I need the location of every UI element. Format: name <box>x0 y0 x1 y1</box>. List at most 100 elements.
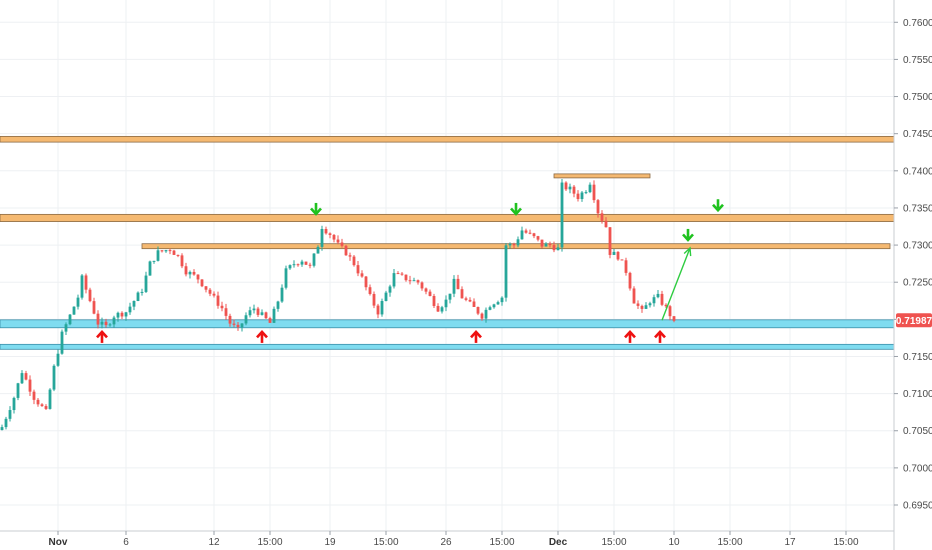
candle-body <box>0 427 4 430</box>
candle-body <box>252 308 256 311</box>
candle-body <box>128 306 132 313</box>
candle-body <box>660 293 664 305</box>
candle-body <box>284 268 288 288</box>
candle-body <box>12 397 16 411</box>
candle-body <box>160 250 164 252</box>
candle-body <box>336 239 340 243</box>
time-axis-tick-label: 15:00 <box>717 537 742 548</box>
candle-body <box>292 264 296 266</box>
candle-body <box>236 324 240 328</box>
candle-body <box>580 192 584 200</box>
candle-body <box>504 245 508 298</box>
candle-body <box>272 308 276 323</box>
candle-body <box>256 308 260 315</box>
arrow-up-icon-head <box>654 329 666 339</box>
candle-body <box>652 297 656 304</box>
candle-body <box>400 273 404 275</box>
candle-body <box>120 312 124 317</box>
candle-body <box>532 233 536 237</box>
candle-body <box>560 182 564 248</box>
time-axis-tick-label: 15:00 <box>489 537 514 548</box>
candle-body <box>484 309 488 319</box>
candle-body <box>180 255 184 267</box>
candle-body <box>608 227 612 255</box>
candle-body <box>444 299 448 308</box>
candle-body <box>376 305 380 315</box>
candle-body <box>540 239 544 247</box>
arrow-down-icon <box>682 228 694 242</box>
candle-body <box>632 288 636 304</box>
candle-body <box>360 273 364 277</box>
candle-body <box>564 182 568 190</box>
time-axis-tick-label: 19 <box>324 537 336 548</box>
candle-body <box>452 278 456 294</box>
arrow-up-icon <box>654 329 666 343</box>
time-axis-tick-label: 15:00 <box>373 537 398 548</box>
candle-body <box>84 275 88 290</box>
candle-body <box>56 353 60 366</box>
candle-body <box>156 250 160 261</box>
candle-body <box>596 200 600 214</box>
candle-body <box>588 184 592 193</box>
time-axis-tick-label: 17 <box>784 537 796 548</box>
candle-body <box>480 313 484 319</box>
last-price-tag: 0.71987 <box>896 313 932 328</box>
time-axis[interactable]: Nov 6 12 15:00 19 15:00 26 15:00 Dec 15:00 10 15:00… <box>49 531 859 548</box>
candle-body <box>672 316 676 321</box>
candle-body <box>92 301 96 314</box>
candle-body <box>244 315 248 324</box>
grid <box>0 0 894 531</box>
candle-body <box>636 303 640 306</box>
candle-body <box>220 305 224 309</box>
candle-body <box>80 275 84 298</box>
candle-body <box>368 287 372 294</box>
candle-body <box>420 282 424 289</box>
candle-body <box>212 293 216 296</box>
time-axis-tick-label: Nov <box>49 537 68 548</box>
candle-body <box>64 324 68 332</box>
candle-body <box>204 286 208 290</box>
arrow-up-icon-head <box>624 329 636 339</box>
time-axis-tick-label: Dec <box>549 537 568 548</box>
candle-body <box>108 324 112 326</box>
projection-arrow-head <box>683 246 692 257</box>
arrow-down-icon <box>510 202 522 216</box>
candle-body <box>404 274 408 281</box>
candle-body <box>372 293 376 306</box>
candle-body <box>572 186 576 194</box>
candle-body <box>668 306 672 317</box>
candle-body <box>628 272 632 289</box>
candle-body <box>296 264 300 266</box>
candle-body <box>232 323 236 325</box>
candle-body <box>644 305 648 309</box>
candle-body <box>112 317 116 325</box>
candle-body <box>388 286 392 293</box>
candle-body <box>52 365 56 390</box>
candle-body <box>216 295 220 306</box>
candle-body <box>228 315 232 324</box>
time-axis-tick-label: 10 <box>668 537 680 548</box>
candle-body <box>488 307 492 310</box>
candle-body <box>328 233 332 235</box>
candle-body <box>612 251 616 255</box>
candle-body <box>72 306 76 315</box>
candle-body <box>176 254 180 256</box>
candle-body <box>68 314 72 325</box>
candle-body <box>412 280 416 282</box>
candle-body <box>664 304 668 307</box>
arrow-up-icon-head <box>96 329 108 339</box>
arrow-up-icon <box>96 329 108 343</box>
time-axis-tick-label: 15:00 <box>833 537 858 548</box>
candle-body <box>396 273 400 275</box>
support-zone <box>0 343 895 350</box>
arrow-up-icon-head <box>256 329 268 339</box>
candle-body <box>304 261 308 265</box>
candle-body <box>456 278 460 290</box>
